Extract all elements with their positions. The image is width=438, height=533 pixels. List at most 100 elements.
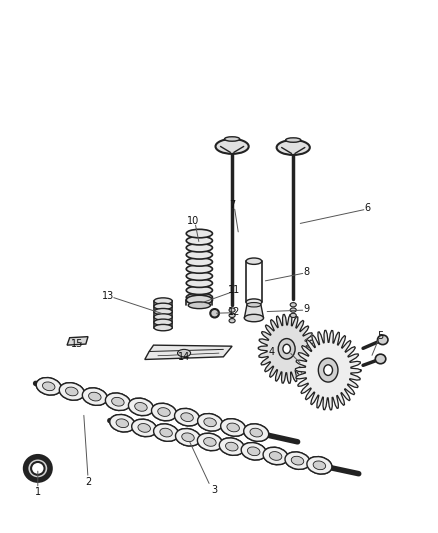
Ellipse shape [182, 433, 194, 442]
Text: 6: 6 [364, 203, 371, 213]
Ellipse shape [154, 298, 172, 304]
Ellipse shape [229, 308, 235, 312]
Ellipse shape [277, 140, 310, 155]
Ellipse shape [241, 442, 266, 460]
Ellipse shape [106, 393, 131, 410]
Ellipse shape [227, 423, 240, 432]
Ellipse shape [250, 428, 262, 437]
Ellipse shape [175, 408, 200, 426]
Ellipse shape [229, 313, 235, 318]
Ellipse shape [226, 442, 238, 451]
Ellipse shape [244, 314, 264, 322]
Ellipse shape [128, 398, 153, 416]
Text: 3: 3 [212, 484, 218, 495]
Ellipse shape [186, 272, 212, 280]
Ellipse shape [25, 457, 50, 480]
Text: 1: 1 [35, 487, 41, 497]
Ellipse shape [198, 414, 223, 431]
Ellipse shape [307, 457, 332, 474]
Ellipse shape [204, 418, 216, 427]
Polygon shape [295, 330, 361, 410]
Ellipse shape [138, 424, 150, 432]
Ellipse shape [269, 451, 282, 461]
Ellipse shape [154, 424, 179, 441]
Ellipse shape [290, 303, 296, 307]
Ellipse shape [160, 428, 172, 437]
Ellipse shape [286, 138, 301, 142]
Ellipse shape [135, 402, 147, 411]
Ellipse shape [88, 392, 101, 401]
Ellipse shape [198, 433, 223, 451]
Text: 11: 11 [228, 285, 240, 295]
Ellipse shape [221, 419, 246, 436]
Polygon shape [67, 337, 88, 345]
Ellipse shape [226, 442, 238, 451]
Ellipse shape [31, 462, 45, 475]
Ellipse shape [36, 377, 61, 395]
Ellipse shape [135, 402, 147, 411]
Ellipse shape [152, 403, 177, 421]
Ellipse shape [176, 429, 201, 446]
Ellipse shape [154, 309, 172, 315]
Ellipse shape [154, 303, 172, 310]
Ellipse shape [138, 424, 150, 432]
Ellipse shape [181, 413, 193, 422]
Ellipse shape [375, 354, 386, 364]
Ellipse shape [278, 338, 295, 359]
Text: 14: 14 [178, 352, 190, 362]
Ellipse shape [82, 388, 107, 405]
Ellipse shape [176, 429, 201, 446]
Ellipse shape [186, 257, 212, 266]
Ellipse shape [263, 447, 288, 465]
Ellipse shape [116, 419, 128, 427]
Ellipse shape [324, 365, 332, 375]
Ellipse shape [175, 408, 200, 426]
Ellipse shape [246, 299, 262, 305]
Polygon shape [244, 305, 264, 318]
Ellipse shape [186, 237, 212, 245]
Ellipse shape [132, 419, 157, 437]
Ellipse shape [269, 451, 282, 461]
Ellipse shape [318, 358, 338, 382]
Ellipse shape [285, 452, 310, 470]
Ellipse shape [160, 428, 172, 437]
Ellipse shape [154, 319, 172, 326]
Ellipse shape [229, 319, 235, 323]
Ellipse shape [66, 387, 78, 396]
Ellipse shape [221, 419, 246, 436]
Ellipse shape [116, 419, 128, 427]
Ellipse shape [247, 303, 261, 307]
Ellipse shape [158, 408, 170, 416]
Text: 2: 2 [85, 477, 91, 487]
Ellipse shape [285, 452, 310, 470]
Ellipse shape [291, 456, 304, 465]
Ellipse shape [198, 433, 223, 451]
Text: 13: 13 [102, 290, 114, 301]
Ellipse shape [188, 302, 211, 309]
Ellipse shape [186, 279, 212, 287]
Text: 4: 4 [268, 346, 275, 357]
Ellipse shape [112, 398, 124, 406]
Ellipse shape [186, 251, 212, 259]
Ellipse shape [250, 428, 262, 437]
Ellipse shape [215, 139, 249, 154]
Ellipse shape [244, 424, 268, 441]
Ellipse shape [152, 403, 177, 421]
Ellipse shape [128, 398, 153, 416]
Text: 10: 10 [187, 216, 199, 227]
Ellipse shape [59, 383, 84, 400]
Ellipse shape [132, 419, 157, 437]
Text: 7: 7 [229, 200, 235, 211]
Ellipse shape [154, 424, 179, 441]
Ellipse shape [66, 387, 78, 396]
Text: 12: 12 [228, 306, 240, 317]
Text: 8: 8 [303, 267, 309, 277]
Ellipse shape [177, 350, 191, 357]
Ellipse shape [158, 408, 170, 416]
Ellipse shape [210, 309, 219, 318]
Ellipse shape [204, 438, 216, 446]
Ellipse shape [263, 447, 288, 465]
Ellipse shape [247, 447, 260, 456]
Polygon shape [145, 345, 232, 359]
Ellipse shape [59, 383, 84, 400]
